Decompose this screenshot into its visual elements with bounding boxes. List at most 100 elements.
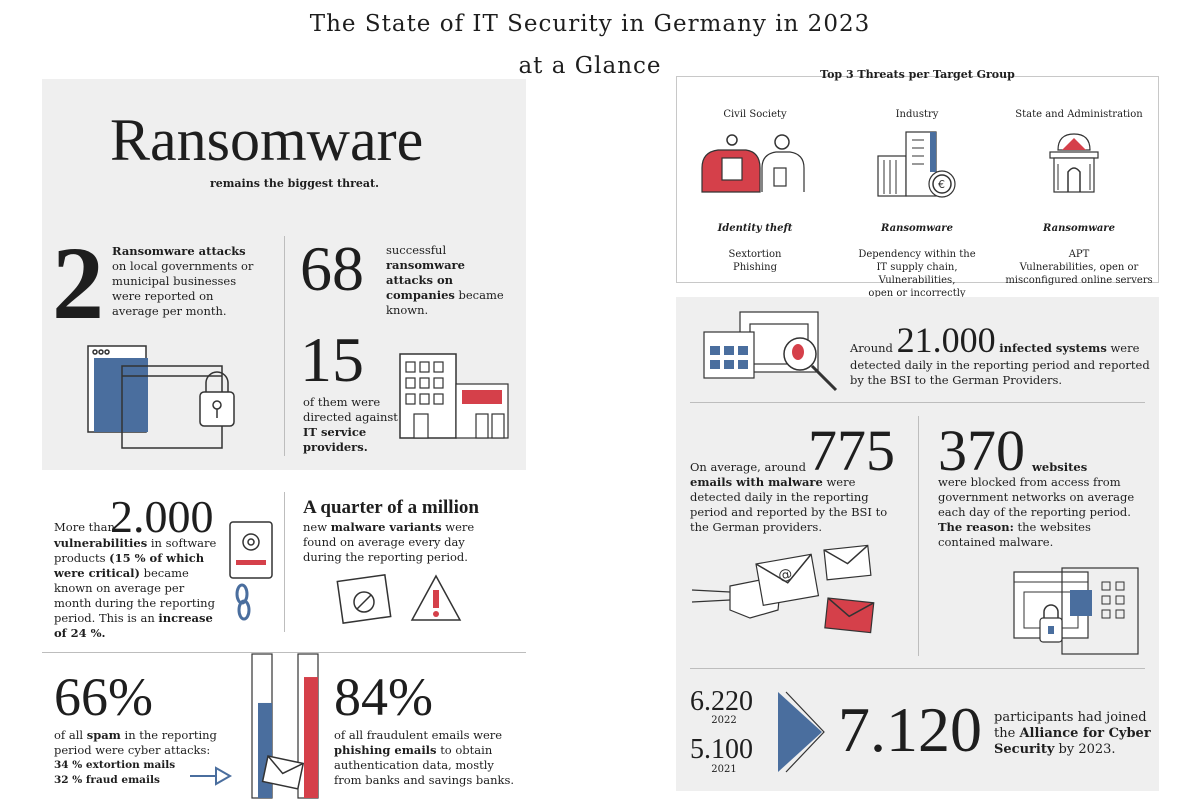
group-industry: Industry xyxy=(850,108,984,121)
stat-15-text: of them were directed against IT service… xyxy=(303,395,398,455)
group-name: State and Administration xyxy=(1015,109,1143,120)
websites-bold-label: websites xyxy=(1032,460,1088,474)
infected-bold: infected systems xyxy=(999,341,1107,355)
infected-text: Around 21.000 infected systems were dete… xyxy=(850,322,1150,388)
blocked-website-icon xyxy=(1013,567,1139,655)
threats-heading: Top 3 Threats per Target Group xyxy=(820,68,1015,81)
divider xyxy=(284,492,285,632)
group-name: Industry xyxy=(895,109,939,120)
vuln-bold-2: (15 % of which were critical) xyxy=(54,551,205,580)
divider xyxy=(690,402,1145,403)
stats-panel xyxy=(676,297,1159,791)
stat-68-bold: ransomware attacks on companies xyxy=(386,258,465,302)
industry-top-threat: Ransomware xyxy=(881,223,953,234)
phishing-prefix: of all fraudulent emails were xyxy=(334,728,503,742)
phishing-text: of all fraudulent emails were phishing e… xyxy=(334,728,524,788)
phishing-body: to obtain authentication data, mostly fr… xyxy=(334,743,515,787)
websites-reason: The reason: xyxy=(938,520,1014,534)
websites-body-2: the websites contained malware. xyxy=(938,520,1091,549)
government-building-icon xyxy=(1049,133,1099,193)
state-threats: Ransomware APT Vulnerabilities, open or … xyxy=(1004,209,1154,300)
spam-fraud: 32 % fraud emails xyxy=(54,774,160,786)
stat-15-body: of them were directed against xyxy=(303,395,398,424)
divider xyxy=(918,416,919,656)
state-top-threat: Ransomware xyxy=(1043,223,1115,234)
alliance-2021-value: 5.100 xyxy=(690,734,753,765)
alliance-bold: Alliance for Cyber Security xyxy=(994,726,1151,757)
divider xyxy=(42,652,526,653)
malware-text: new malware variants were found on avera… xyxy=(303,520,503,565)
emails-bold: emails with malware xyxy=(690,475,823,489)
civil-threats: Identity theft Sextortion Phishing xyxy=(688,209,822,287)
vuln-bold-3: increase of 24 %. xyxy=(54,611,213,640)
alliance-suffix: by 2023. xyxy=(1058,742,1116,757)
stat-15-number: 15 xyxy=(300,324,364,395)
vuln-text: vulnerabilities in software products (15… xyxy=(54,536,224,641)
websites-body: were blocked from access from government… xyxy=(938,475,1135,519)
divider xyxy=(284,236,285,456)
stat-2-body: on local governments or municipal busine… xyxy=(112,259,254,318)
stat-68-suffix: became known. xyxy=(386,288,504,317)
title-line-2: at a Glance xyxy=(518,53,662,79)
infected-systems-icon xyxy=(703,311,838,392)
stat-68-number: 68 xyxy=(300,233,364,304)
vuln-bold-1: vulnerabilities xyxy=(54,536,148,550)
divider xyxy=(690,668,1145,669)
vuln-prefix: More than xyxy=(54,520,115,534)
group-name: Civil Society xyxy=(723,109,787,120)
spam-extortion: 34 % extortion mails xyxy=(54,759,176,771)
emails-body: were detected daily in the reporting per… xyxy=(690,475,888,534)
alliance-number: 7.120 xyxy=(838,694,982,765)
infected-prefix: Around xyxy=(850,341,893,355)
industry-building-icon: € xyxy=(877,131,956,198)
malware-bold: malware variants xyxy=(330,520,442,534)
page-title: The State of IT Security in Germany in 2… xyxy=(300,6,880,84)
svg-text:€: € xyxy=(938,178,945,191)
state-other-threats: APT Vulnerabilities, open or misconfigur… xyxy=(1005,249,1153,286)
alliance-prefix: participants had joined the xyxy=(994,710,1147,741)
svg-text:@: @ xyxy=(777,566,794,584)
arrow-right-icon xyxy=(190,766,233,786)
alliance-text: participants had joined the Alliance for… xyxy=(994,710,1154,758)
malware-emails-icon: @ xyxy=(691,544,875,634)
phishing-number: 84% xyxy=(334,667,433,727)
malware-prefix: new xyxy=(303,520,328,534)
growth-arrow-icon xyxy=(778,691,825,773)
spam-prefix: of all xyxy=(54,728,84,742)
stat-68-text: successful ransomware attacks on compani… xyxy=(386,243,511,318)
group-civil-society: Civil Society xyxy=(688,108,822,121)
alliance-2022-value: 6.220 xyxy=(690,686,753,717)
settings-document-icon xyxy=(229,521,273,621)
spam-bold: spam xyxy=(86,728,121,742)
websites-bold: websites xyxy=(1032,460,1087,475)
phishing-bar-fill xyxy=(304,677,318,798)
civil-top-threat: Identity theft xyxy=(717,223,793,234)
stat-15-bold: IT service providers. xyxy=(303,425,368,454)
civil-other-threats: Sextortion Phishing xyxy=(728,249,782,273)
emails-prefix: On average, around xyxy=(690,460,806,474)
websites-text: were blocked from access from government… xyxy=(938,475,1152,550)
warning-icon xyxy=(410,574,462,621)
ransomware-subline: remains the biggest threat. xyxy=(210,177,379,190)
malware-body: were found on average every day during t… xyxy=(303,520,475,564)
emails-text: emails with malware were detected daily … xyxy=(690,475,904,535)
envelope-icon xyxy=(261,755,305,790)
stat-2-bold: Ransomware attacks xyxy=(112,244,246,258)
alliance-2021-year: 2021 xyxy=(711,764,737,775)
emails-number: 775 xyxy=(808,418,895,483)
vuln-body-1: in software products xyxy=(54,536,217,565)
spam-number: 66% xyxy=(54,667,153,727)
group-state: State and Administration xyxy=(1004,108,1154,121)
infected-body: were detected daily in the reporting per… xyxy=(850,341,1150,387)
ransomware-headline: Ransomware xyxy=(110,107,424,173)
locked-browser-icon xyxy=(87,345,235,449)
spam-phishing-bars xyxy=(251,653,319,799)
office-building-icon xyxy=(399,353,509,439)
infected-number: 21.000 xyxy=(896,320,996,360)
blocked-window-icon xyxy=(336,574,392,624)
stat-68-prefix: successful xyxy=(386,243,447,257)
phishing-bold: phishing emails xyxy=(334,743,437,757)
vuln-number: 2.000 xyxy=(110,491,214,542)
people-icon xyxy=(701,134,805,193)
alliance-2022-year: 2022 xyxy=(711,715,737,726)
